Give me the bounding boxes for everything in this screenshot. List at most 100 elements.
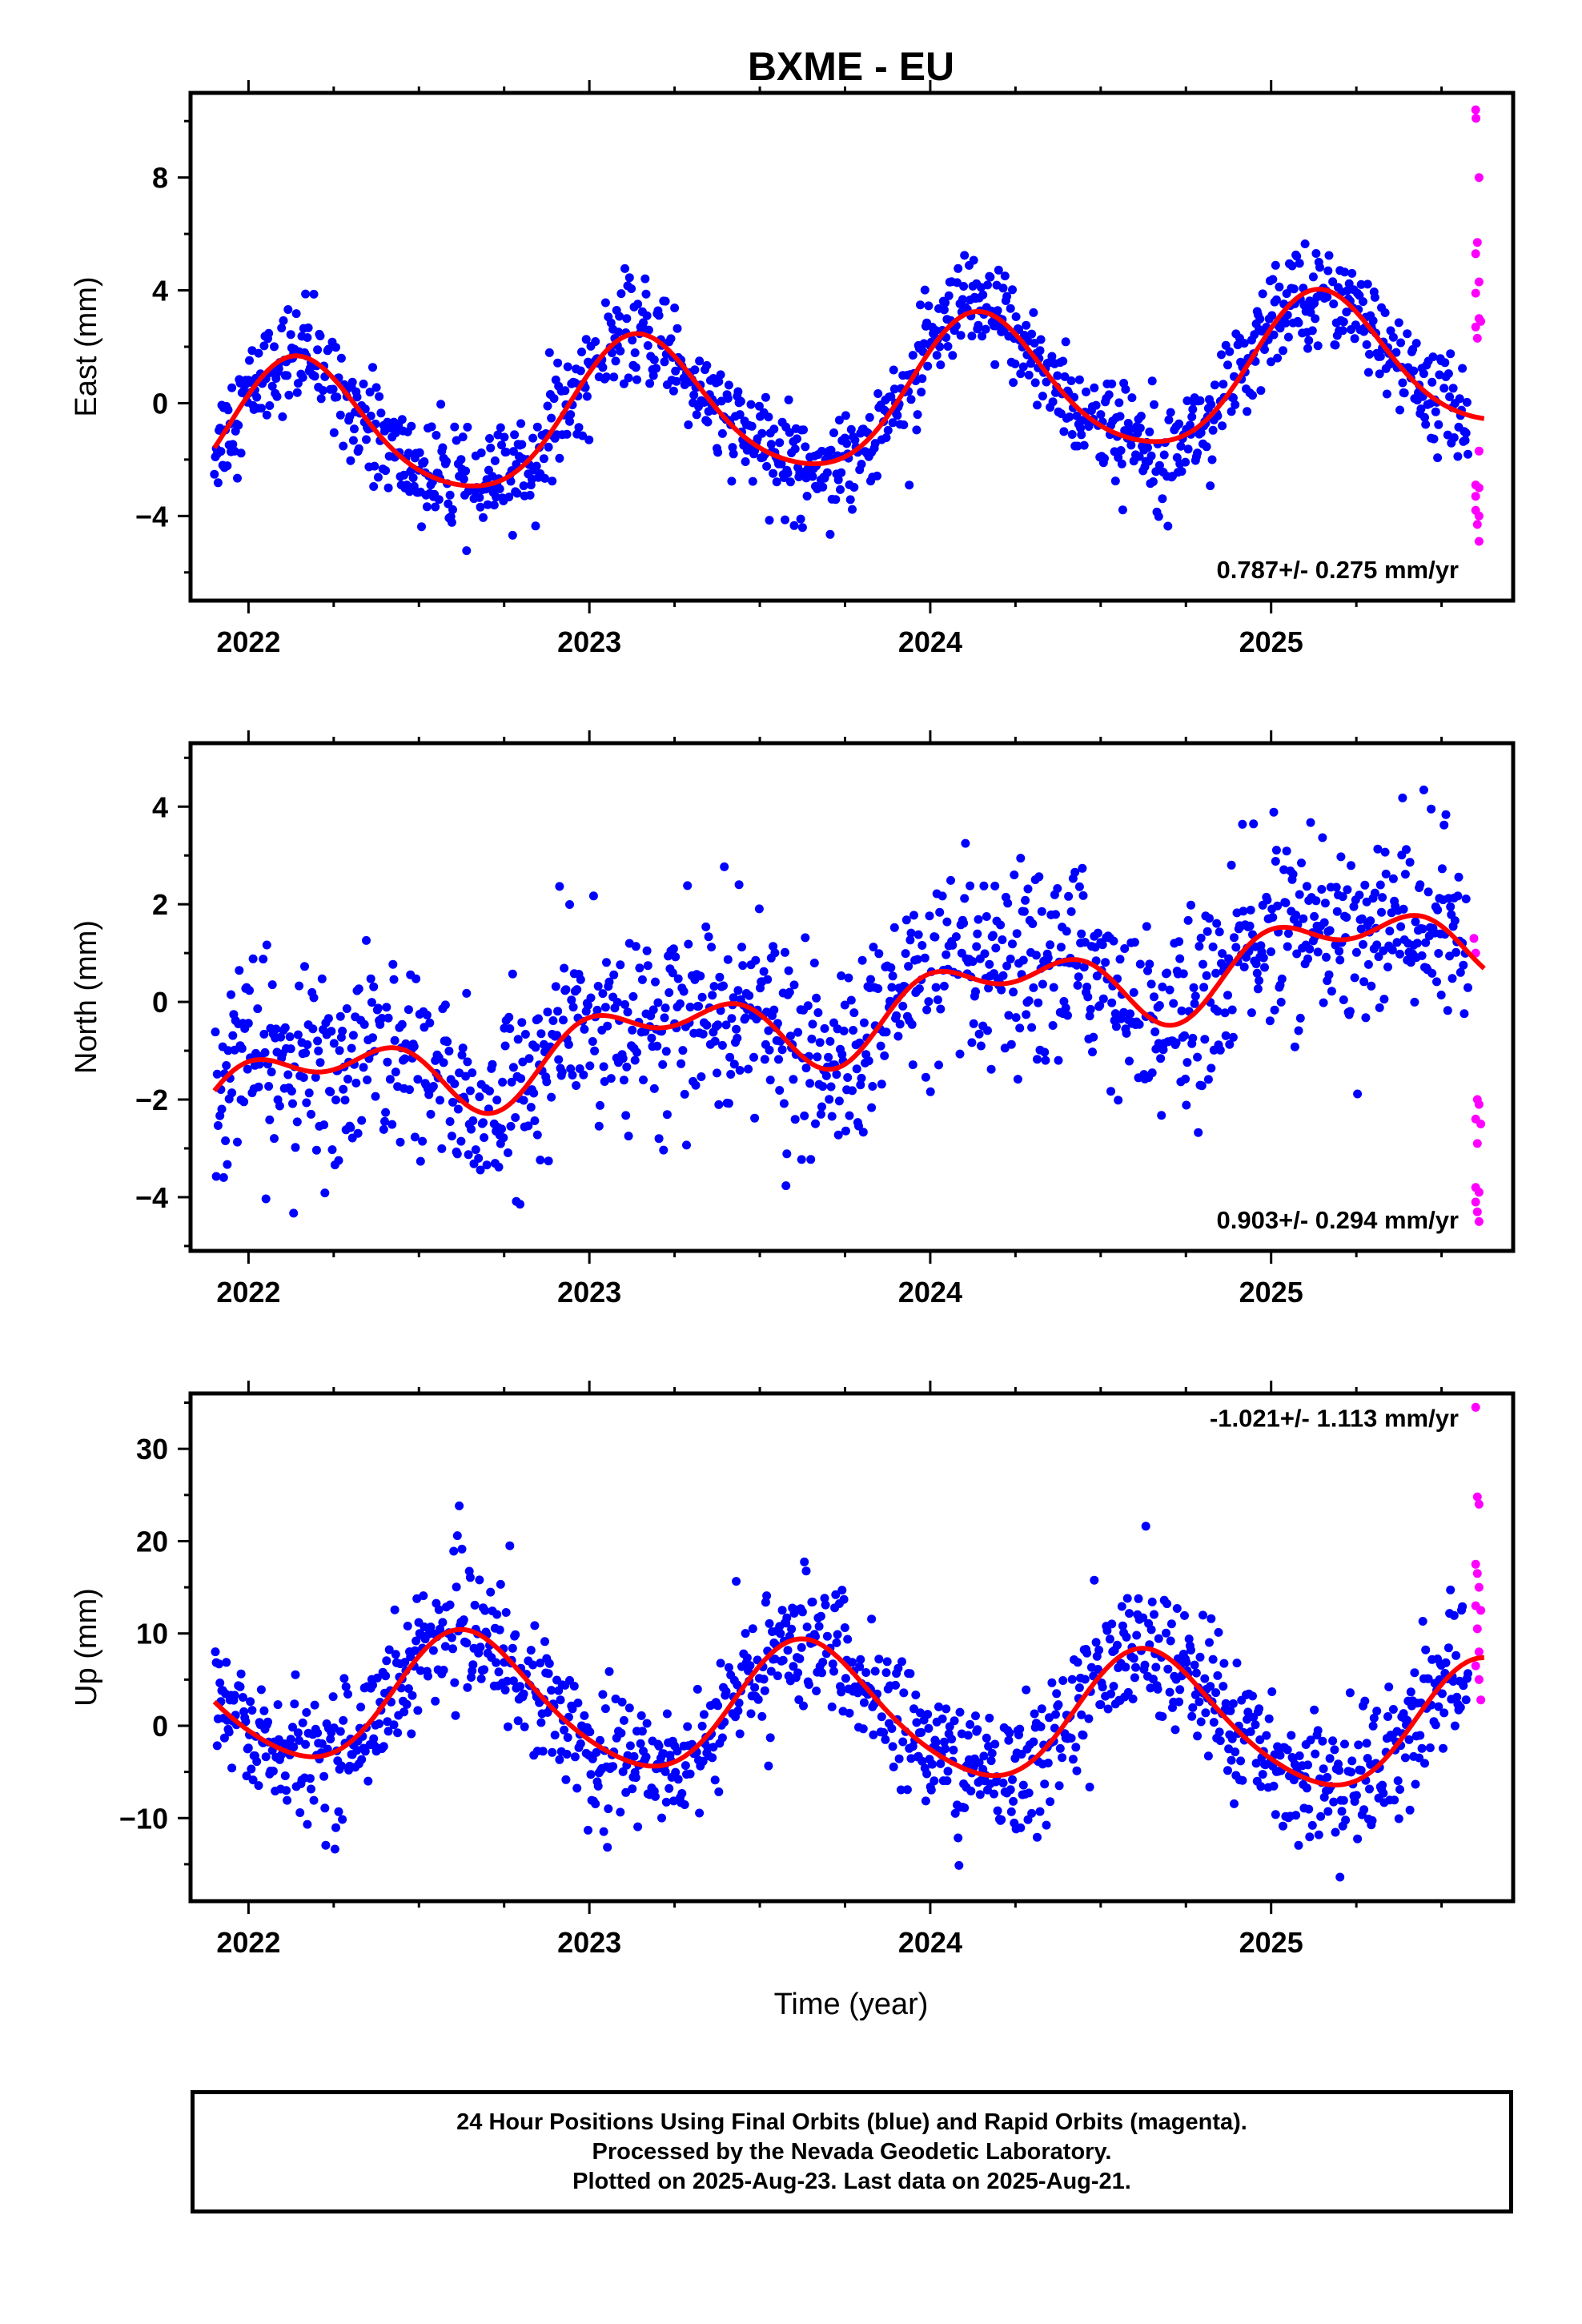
final-orbit-point: [1269, 330, 1279, 340]
final-orbit-point: [561, 985, 571, 995]
final-orbit-point: [997, 985, 1006, 995]
final-orbit-point: [354, 444, 363, 453]
final-orbit-point: [1313, 947, 1323, 957]
final-orbit-point: [379, 1124, 388, 1134]
final-orbit-point: [1134, 1019, 1144, 1029]
final-orbit-point: [1096, 1700, 1106, 1709]
final-orbit-point: [661, 1003, 670, 1013]
final-orbit-point: [1223, 360, 1232, 370]
final-orbit-point: [1048, 1021, 1058, 1030]
final-orbit-point: [1199, 983, 1209, 992]
x-tick-label: 2025: [1239, 1276, 1303, 1309]
final-orbit-point: [898, 1001, 908, 1011]
final-orbit-point: [476, 448, 486, 457]
final-orbit-point: [857, 1073, 866, 1083]
rapid-orbit-point: [1472, 1569, 1482, 1578]
final-orbit-point: [340, 1096, 350, 1105]
final-orbit-point: [1022, 1685, 1031, 1695]
final-orbit-point: [1356, 279, 1366, 289]
final-orbit-point: [973, 929, 982, 939]
final-orbit-point: [841, 411, 850, 420]
final-orbit-point: [1351, 1791, 1361, 1800]
final-orbit-point: [268, 1767, 278, 1776]
final-orbit-point: [880, 1051, 889, 1060]
final-orbit-point: [1150, 400, 1158, 409]
final-orbit-point: [1091, 400, 1101, 410]
final-orbit-point: [1464, 1669, 1472, 1679]
final-orbit-point: [1182, 396, 1192, 405]
final-orbit-point: [1372, 1707, 1382, 1716]
final-orbit-point: [1339, 995, 1348, 1004]
final-orbit-point: [861, 1668, 871, 1677]
final-orbit-point: [288, 1723, 297, 1732]
final-orbit-point: [1419, 785, 1428, 794]
final-orbit-point: [1288, 870, 1298, 879]
final-orbit-point: [211, 1647, 220, 1657]
final-orbit-point: [692, 410, 701, 420]
final-orbit-point: [1180, 1031, 1189, 1040]
final-orbit-point: [1251, 959, 1261, 969]
final-orbit-point: [950, 1716, 959, 1726]
final-orbit-point: [1047, 352, 1057, 361]
final-orbit-point: [1295, 259, 1304, 268]
final-orbit-point: [652, 1041, 662, 1051]
final-orbit-point: [1319, 1764, 1328, 1774]
final-orbit-point: [1232, 1659, 1242, 1668]
final-orbit-point: [1340, 267, 1349, 277]
final-orbit-point: [1359, 977, 1369, 987]
final-orbit-point: [986, 272, 995, 282]
final-orbit-point: [230, 1691, 239, 1700]
rapid-orbit-point: [1476, 1606, 1486, 1615]
final-orbit-point: [585, 1727, 595, 1737]
final-orbit-point: [436, 400, 446, 409]
final-orbit-point: [853, 1688, 862, 1698]
final-orbit-point: [212, 1069, 222, 1079]
final-orbit-point: [814, 1622, 824, 1631]
final-orbit-point: [1403, 1715, 1412, 1725]
final-orbit-point: [1093, 928, 1102, 938]
final-orbit-point: [766, 1667, 776, 1676]
final-orbit-point: [280, 1771, 290, 1780]
final-orbit-point: [1219, 380, 1228, 389]
final-orbit-point: [331, 1823, 340, 1832]
final-orbit-point: [870, 439, 880, 448]
final-orbit-point: [809, 959, 819, 967]
final-orbit-point: [942, 950, 951, 959]
final-orbit-point: [797, 1642, 806, 1652]
final-orbit-point: [1271, 857, 1280, 866]
final-orbit-point: [596, 1100, 604, 1110]
final-orbit-point: [452, 1582, 461, 1592]
final-orbit-point: [1154, 460, 1164, 470]
final-orbit-point: [568, 1704, 577, 1714]
final-orbit-point: [510, 430, 520, 440]
final-orbit-point: [917, 1727, 926, 1737]
final-orbit-point: [760, 1686, 769, 1695]
final-orbit-point: [560, 963, 569, 973]
final-orbit-point: [1338, 892, 1347, 902]
plot-frame: [188, 741, 1516, 1253]
final-orbit-point: [1329, 300, 1339, 308]
final-orbit-point: [1395, 949, 1404, 959]
final-orbit-point: [1072, 411, 1082, 420]
final-orbit-point: [390, 1035, 400, 1045]
final-orbit-point: [256, 1685, 266, 1695]
final-orbit-point: [476, 1165, 485, 1175]
final-orbit-point: [428, 1646, 438, 1655]
final-orbit-point: [445, 1600, 455, 1610]
final-orbit-point: [750, 1683, 760, 1692]
final-orbit-point: [616, 1728, 626, 1738]
final-orbit-point: [476, 1674, 486, 1683]
final-orbit-point: [742, 1653, 752, 1663]
final-orbit-point: [1029, 1737, 1038, 1747]
final-orbit-point: [640, 274, 650, 283]
final-orbit-point: [734, 880, 744, 890]
final-orbit-point: [500, 1041, 510, 1051]
final-orbit-point: [1294, 1840, 1303, 1850]
final-orbit-point: [459, 1615, 468, 1625]
final-orbit-point: [958, 295, 967, 304]
final-orbit-point: [1385, 927, 1395, 936]
final-orbit-point: [233, 1137, 242, 1147]
final-orbit-point: [410, 1646, 420, 1655]
rapid-orbit-point: [1471, 249, 1480, 259]
